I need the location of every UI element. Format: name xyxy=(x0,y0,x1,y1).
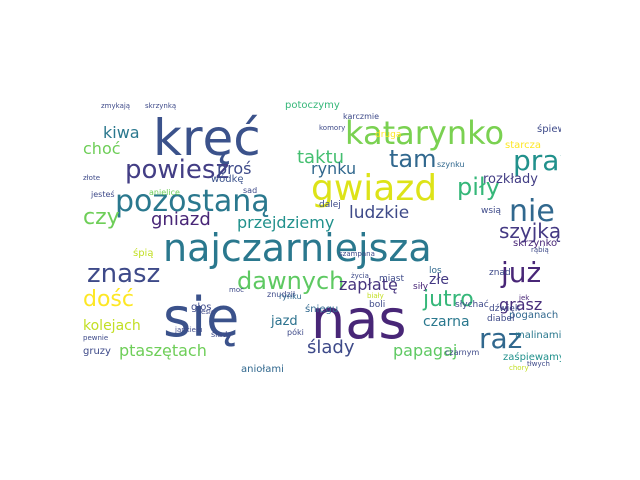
word: ślady xyxy=(307,337,355,358)
word: śpią xyxy=(133,248,154,259)
word: ślady xyxy=(211,330,233,339)
word: skrzynko xyxy=(513,238,558,249)
word: złe xyxy=(429,272,449,288)
word: grasz xyxy=(499,295,543,314)
word: wódkę xyxy=(211,174,244,185)
word: powiesz xyxy=(125,155,230,185)
word: prawa xyxy=(513,144,561,177)
word: gniazd xyxy=(151,209,211,230)
word: miast xyxy=(379,274,405,284)
word: szyjką xyxy=(499,219,561,243)
word: ludzkie xyxy=(349,203,410,223)
word: znad xyxy=(489,268,511,278)
word: ptaszętach xyxy=(119,341,207,360)
word: znasz xyxy=(87,259,161,289)
word: katarynko xyxy=(345,114,505,152)
word: jutro xyxy=(423,287,474,312)
word: skrzynką xyxy=(145,102,177,110)
word: się xyxy=(163,286,240,349)
word: siły xyxy=(413,282,429,292)
word: piły xyxy=(457,173,500,201)
word: aniołami xyxy=(241,364,284,375)
word: moc xyxy=(229,286,244,294)
word: przejdziemy xyxy=(237,213,335,232)
word: pókі xyxy=(287,328,304,337)
word: choć xyxy=(83,139,121,158)
word: pozostaną xyxy=(115,184,270,219)
word: dawnych xyxy=(237,267,345,295)
word: życia xyxy=(351,272,369,280)
word: czarnym xyxy=(445,348,480,357)
word: czy xyxy=(83,205,120,230)
word: dźwięk xyxy=(489,304,521,314)
word: najczarniejsza xyxy=(163,226,432,270)
word: raz xyxy=(479,322,523,355)
word: taktu xyxy=(297,147,344,168)
word: rynku xyxy=(279,292,302,301)
word: zapłatę xyxy=(339,275,398,294)
word: wsią xyxy=(481,206,502,216)
word: diabeł xyxy=(487,314,515,324)
word: malinami xyxy=(515,330,561,341)
word: karczmie xyxy=(343,112,380,121)
word: komory xyxy=(319,124,346,132)
word: dość xyxy=(83,287,134,312)
word: druga xyxy=(375,130,402,140)
word: nas xyxy=(311,288,407,351)
word: poganach xyxy=(509,310,559,321)
word: śpiew xyxy=(537,124,561,135)
word: nie xyxy=(509,194,555,229)
word: lesie xyxy=(199,308,216,316)
word: szynku xyxy=(437,160,465,169)
word: zaśpiewamy xyxy=(503,352,561,363)
word: starcza xyxy=(505,140,542,151)
word: tłwych xyxy=(527,360,550,368)
word: głos xyxy=(191,302,212,313)
word: papagaj xyxy=(393,341,458,360)
word: jazd xyxy=(271,314,298,329)
word: biały xyxy=(367,292,384,300)
word: śniegu xyxy=(305,304,339,315)
word: tam xyxy=(389,145,437,173)
word: los xyxy=(429,266,442,276)
word: rynku xyxy=(311,159,357,178)
word: zmykają xyxy=(101,102,131,110)
word: jesteś xyxy=(91,190,115,199)
word: anielice xyxy=(149,188,180,197)
word: rozkłady xyxy=(483,172,538,187)
word: pewnie xyxy=(83,334,109,342)
word: jek xyxy=(519,294,530,302)
word: dalej xyxy=(319,200,341,210)
word: gwiazd xyxy=(311,168,438,209)
word: rąbią xyxy=(531,246,549,254)
word: czarna xyxy=(423,314,470,330)
word: już xyxy=(501,256,542,289)
word: szampana xyxy=(339,250,375,258)
word: potoczymy xyxy=(285,100,340,111)
word: słychać xyxy=(455,300,489,310)
word: jankielu xyxy=(175,326,203,334)
word: chory xyxy=(509,364,529,372)
word: kręć xyxy=(153,109,261,167)
word: boli xyxy=(369,300,386,310)
word: znudził xyxy=(267,290,296,299)
word: sad xyxy=(243,186,258,195)
word: złote xyxy=(83,174,100,182)
word: kiwa xyxy=(103,123,140,142)
word: kolejach xyxy=(83,318,141,334)
word: gruzy xyxy=(83,346,111,357)
word-cloud: kręć katarynko się nas najczarniejsza gw… xyxy=(79,97,561,379)
word: proś xyxy=(217,159,252,178)
